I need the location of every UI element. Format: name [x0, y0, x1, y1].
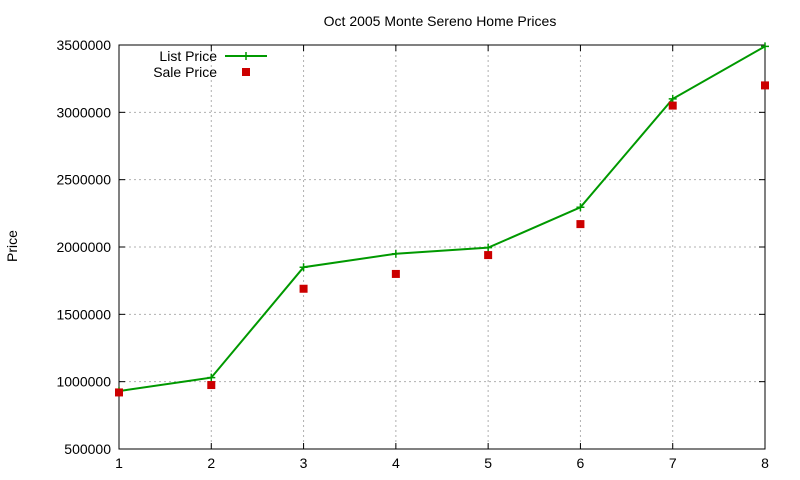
- y-tick-label: 1000000: [56, 374, 111, 390]
- sale-price-point: [391, 269, 400, 278]
- sale-price-point: [576, 220, 585, 229]
- y-tick-label: 3500000: [56, 37, 111, 53]
- x-tick-label: 8: [761, 455, 769, 471]
- y-axis-label: Price: [4, 230, 20, 262]
- list-price-point: [668, 94, 677, 103]
- legend-marker-sale-price: [242, 68, 250, 76]
- list-price-point: [391, 249, 400, 258]
- list-price-point: [207, 373, 216, 382]
- legend-marker-list-price: [242, 52, 250, 60]
- y-tick-label: 2500000: [56, 172, 111, 188]
- x-tick-label: 7: [669, 455, 677, 471]
- legend-label-list-price: List Price: [159, 48, 217, 64]
- x-tick-label: 1: [115, 455, 123, 471]
- list-price-point: [761, 42, 769, 51]
- legend-label-sale-price: Sale Price: [153, 64, 217, 80]
- sale-price-point: [761, 81, 769, 90]
- list-price-point: [299, 263, 308, 272]
- plot-series: [115, 42, 769, 397]
- x-tick-label: 4: [392, 455, 400, 471]
- x-tick-label: 6: [577, 455, 585, 471]
- list-price-line: [118, 45, 766, 393]
- x-tick-label: 5: [484, 455, 492, 471]
- y-tick-label: 3000000: [56, 104, 111, 120]
- list-price-point: [484, 243, 493, 252]
- sale-price-point: [115, 388, 123, 397]
- x-tick-label: 2: [207, 455, 215, 471]
- x-tick-label: 3: [300, 455, 308, 471]
- axes: 1 2 3 4 5 6 7 8 500000 1000000 1500000 2000000 25000…: [56, 37, 769, 471]
- chart-title: Oct 2005 Monte Sereno Home Prices: [324, 13, 557, 29]
- list-price-point: [576, 203, 585, 212]
- sale-price-point: [668, 101, 677, 110]
- y-tick-label: 2000000: [56, 239, 111, 255]
- sale-price-point: [207, 381, 216, 390]
- sale-price-point: [484, 251, 493, 260]
- y-tick-label: 500000: [64, 441, 111, 457]
- sale-price-point: [299, 284, 308, 293]
- y-tick-label: 1500000: [56, 306, 111, 322]
